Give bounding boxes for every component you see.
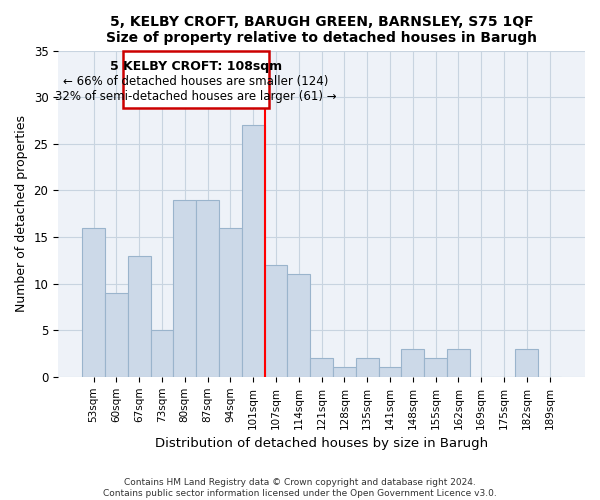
Bar — [265, 265, 287, 377]
Text: Contains HM Land Registry data © Crown copyright and database right 2024.
Contai: Contains HM Land Registry data © Crown c… — [103, 478, 497, 498]
Bar — [287, 274, 310, 377]
Title: 5, KELBY CROFT, BARUGH GREEN, BARNSLEY, S75 1QF
Size of property relative to det: 5, KELBY CROFT, BARUGH GREEN, BARNSLEY, … — [106, 15, 537, 45]
Bar — [123, 50, 269, 108]
Bar — [515, 349, 538, 377]
Bar — [310, 358, 333, 377]
Bar — [424, 358, 447, 377]
Bar — [128, 256, 151, 377]
Bar — [219, 228, 242, 377]
Text: 32% of semi-detached houses are larger (61) →: 32% of semi-detached houses are larger (… — [55, 90, 337, 102]
Text: 5 KELBY CROFT: 108sqm: 5 KELBY CROFT: 108sqm — [110, 60, 282, 73]
Y-axis label: Number of detached properties: Number of detached properties — [15, 115, 28, 312]
Bar — [242, 125, 265, 377]
Text: ← 66% of detached houses are smaller (124): ← 66% of detached houses are smaller (12… — [64, 75, 329, 88]
Bar — [173, 200, 196, 377]
Bar — [82, 228, 105, 377]
Bar — [333, 368, 356, 377]
Bar — [401, 349, 424, 377]
X-axis label: Distribution of detached houses by size in Barugh: Distribution of detached houses by size … — [155, 437, 488, 450]
Bar — [196, 200, 219, 377]
Bar — [379, 368, 401, 377]
Bar — [105, 293, 128, 377]
Bar — [356, 358, 379, 377]
Bar — [447, 349, 470, 377]
Bar — [151, 330, 173, 377]
